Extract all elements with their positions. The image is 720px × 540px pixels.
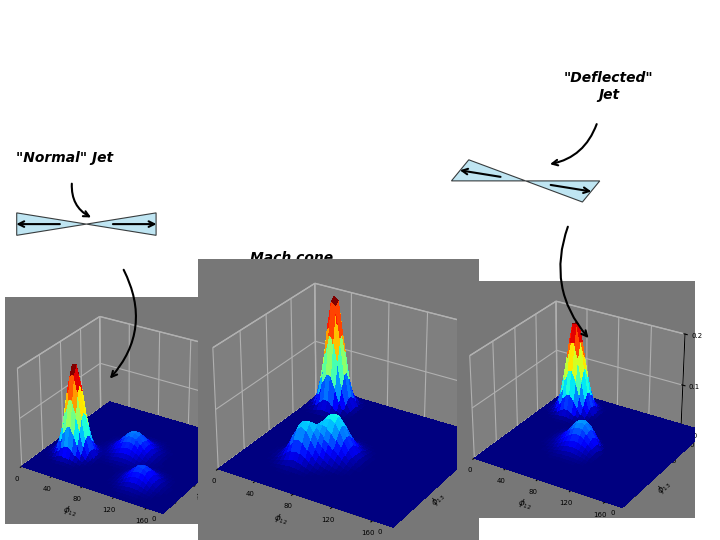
Polygon shape: [86, 213, 156, 235]
X-axis label: $\phi_{12}$: $\phi_{12}$: [61, 503, 78, 520]
Text: "Deflected"
Jet: "Deflected" Jet: [564, 71, 653, 102]
X-axis label: $\phi_{12}$: $\phi_{12}$: [271, 510, 289, 528]
Polygon shape: [284, 294, 351, 316]
Polygon shape: [17, 213, 86, 235]
Text: "Normal" Jet: "Normal" Jet: [17, 151, 113, 165]
Text: Mach cone: Mach cone: [250, 251, 333, 265]
Text: Simulated 3-particle jet functions: Simulated 3-particle jet functions: [145, 35, 459, 53]
Polygon shape: [218, 300, 284, 310]
Y-axis label: $\phi_{13}$: $\phi_{13}$: [654, 477, 673, 497]
Polygon shape: [451, 160, 526, 181]
Y-axis label: $\phi_{13}$: $\phi_{13}$: [194, 485, 213, 504]
Polygon shape: [218, 294, 284, 316]
Polygon shape: [526, 181, 600, 202]
Polygon shape: [284, 300, 351, 310]
Y-axis label: $\phi_{13}$: $\phi_{13}$: [429, 490, 449, 509]
Text: (3 event mixing i.e.  2 + 1 processes not excluded): (3 event mixing i.e. 2 + 1 processes not…: [151, 72, 454, 85]
X-axis label: $\phi_{12}$: $\phi_{12}$: [516, 496, 534, 513]
